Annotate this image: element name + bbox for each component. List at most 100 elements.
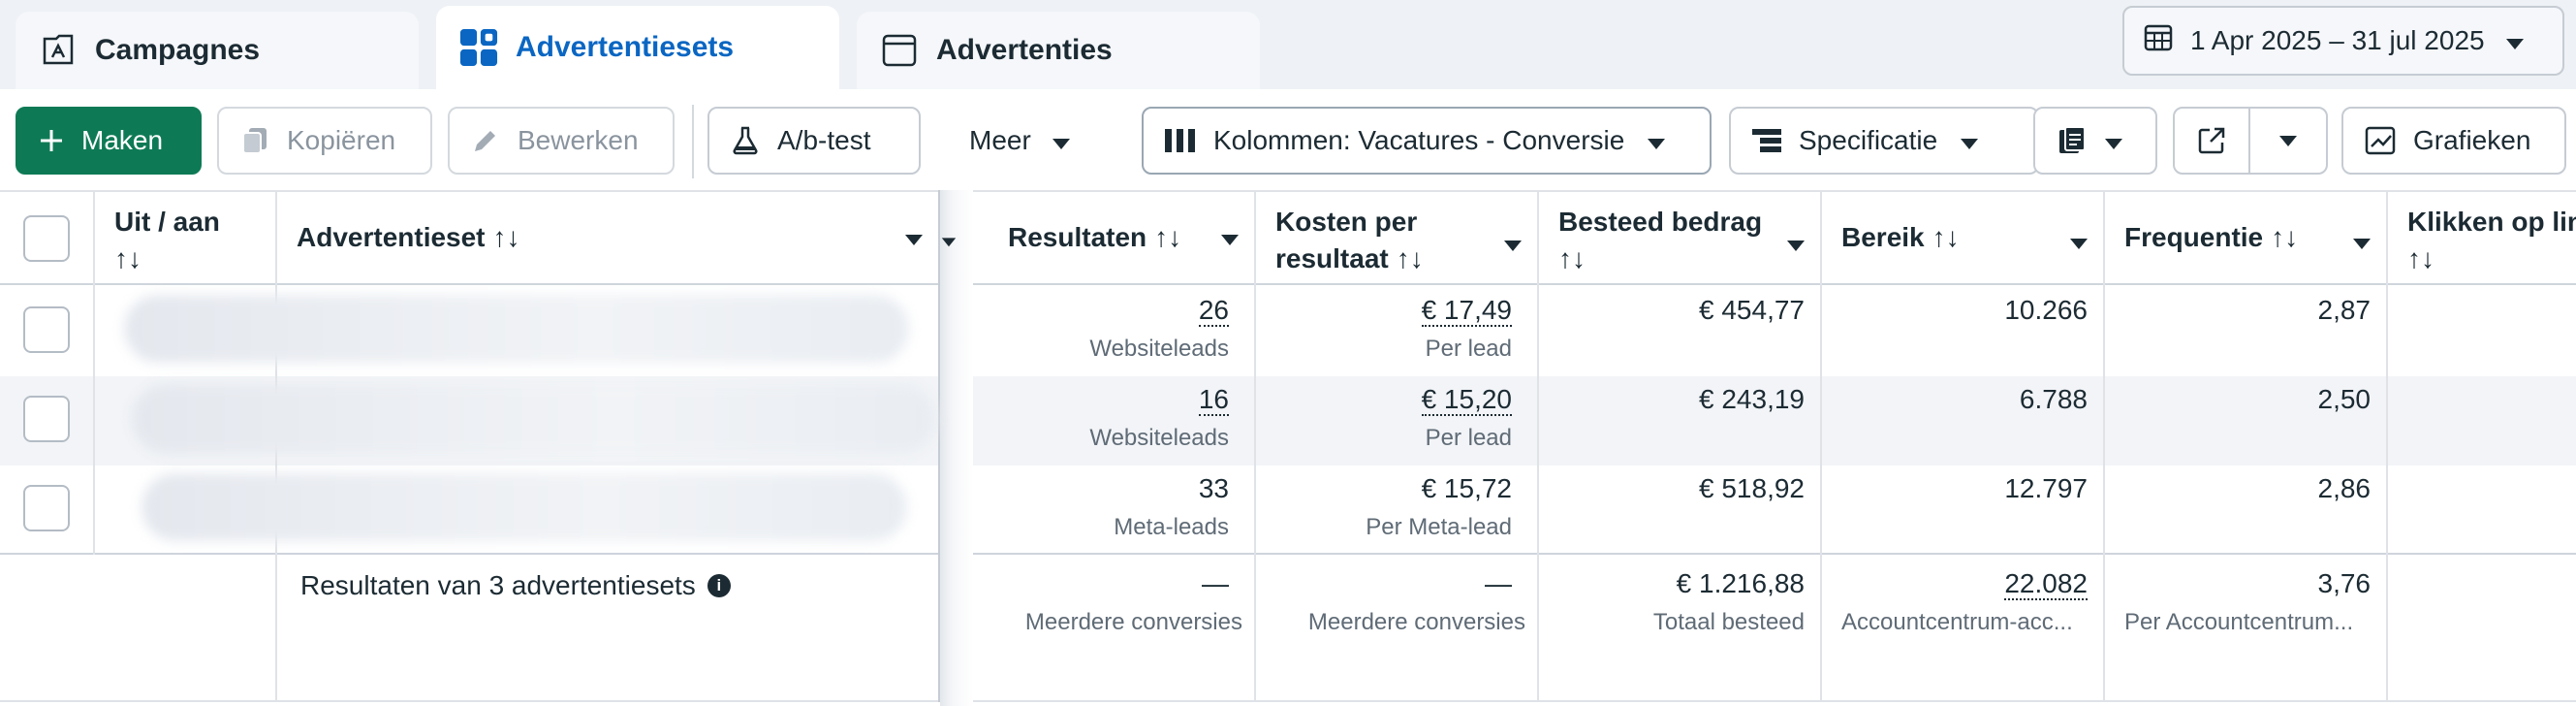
frequency-value: 2,87 [2317, 295, 2372, 325]
columns-dropdown-label: Kolommen: Vacatures - Conversie [1213, 125, 1625, 155]
chart-icon [2365, 126, 2396, 155]
cost-value: € 17,49 [1421, 295, 1512, 327]
tab-bar: Campagnes Advertentiesets Advertenties 1… [0, 0, 2576, 89]
select-all-checkbox[interactable] [23, 215, 70, 262]
copy-button[interactable]: Kopiëren [217, 107, 432, 175]
date-range-label: 1 Apr 2025 – 31 jul 2025 [2190, 25, 2485, 55]
export-icon[interactable] [2175, 109, 2250, 173]
ab-test-button[interactable]: A/b-test [707, 107, 921, 175]
column-header-spent[interactable]: Besteed bedrag ↑↓ [1558, 204, 1762, 277]
reach-value: 6.788 [2019, 384, 2088, 414]
toolbar: Maken Kopiëren Bewerken A/b-test Meer Ko… [0, 89, 2576, 190]
pencil-icon [471, 126, 500, 155]
frequency-value: 2,50 [2317, 384, 2372, 414]
copy-button-label: Kopiëren [287, 125, 396, 155]
column-menu-caret-icon[interactable] [941, 237, 957, 250]
chevron-down-icon [1648, 125, 1666, 156]
chevron-down-icon [2505, 25, 2524, 56]
reach-value: 10.266 [2004, 295, 2088, 325]
column-header-adset[interactable]: Advertentieset ↑↓ [297, 219, 520, 256]
tab-adsets[interactable]: Advertentiesets [436, 6, 839, 89]
tab-campaigns[interactable]: Campagnes [16, 12, 419, 89]
summary-cost: — [1485, 568, 1512, 598]
cost-type: Per lead [1425, 425, 1512, 451]
column-header-frequency[interactable]: Frequentie ↑↓ [2124, 219, 2298, 256]
cost-type: Per lead [1425, 336, 1512, 362]
column-menu-caret-icon[interactable] [1504, 239, 1522, 256]
summary-label-text: Resultaten van 3 advertentiesets [300, 570, 696, 600]
sort-icon: ↑↓ [2271, 222, 2299, 252]
summary-spent: € 1.216,88 [1676, 568, 1805, 598]
column-header-results[interactable]: Resultaten ↑↓ [1008, 219, 1181, 256]
results-type: Websiteleads [1089, 336, 1229, 362]
redacted-adset-name [124, 295, 909, 363]
ab-test-button-label: A/b-test [777, 125, 871, 155]
summary-cost-sub: Meerdere conversies [1307, 609, 1525, 635]
spent-value: € 243,19 [1699, 384, 1805, 414]
results-value: 16 [1198, 384, 1229, 416]
column-header-link-clicks[interactable]: Klikken op lin ↑↓ [2407, 204, 2576, 277]
divider [1537, 190, 1539, 702]
column-menu-caret-icon[interactable] [1221, 233, 1239, 250]
spent-value: € 518,92 [1699, 473, 1805, 503]
row-checkbox[interactable] [23, 306, 70, 353]
charts-button[interactable]: Grafieken [2341, 107, 2566, 175]
summary-spent-sub: Totaal besteed [1652, 609, 1805, 635]
chevron-down-icon [2105, 125, 2122, 156]
breakdown-icon [1752, 127, 1781, 154]
column-header-link-clicks-label: Klikken op lin [2407, 207, 2576, 237]
column-header-reach[interactable]: Bereik ↑↓ [1841, 219, 1960, 256]
frozen-column-shadow [940, 190, 973, 706]
column-menu-caret-icon[interactable] [2070, 237, 2088, 254]
more-button[interactable]: Meer [946, 107, 1084, 175]
divider [0, 553, 2576, 555]
column-header-results-label: Resultaten [1008, 222, 1147, 252]
column-header-toggle-label: Uit / aan [114, 207, 220, 237]
adsets-table: Uit / aan ↑↓ Advertentieset ↑↓ Resultate… [0, 190, 2576, 706]
columns-icon [1165, 127, 1196, 154]
column-menu-caret-icon[interactable] [905, 233, 923, 250]
divider [1254, 190, 1256, 702]
breakdown-dropdown[interactable]: Specificatie [1729, 107, 2039, 175]
divider [0, 700, 2576, 702]
charts-button-label: Grafieken [2413, 125, 2531, 155]
reports-dropdown[interactable] [2033, 107, 2157, 175]
divider [2386, 190, 2388, 702]
sort-icon: ↑↓ [1396, 243, 1424, 273]
column-header-cost-label: Kosten per [1275, 207, 1418, 237]
chevron-down-icon [1052, 125, 1070, 156]
column-menu-caret-icon[interactable] [1787, 239, 1805, 256]
divider [2103, 190, 2105, 702]
summary-results: — [1202, 568, 1229, 598]
export-button-group [2173, 107, 2328, 175]
redacted-adset-name [132, 384, 936, 454]
flask-icon [731, 126, 760, 155]
summary-reach: 22.082 [2004, 568, 2088, 600]
create-button[interactable]: Maken [16, 107, 202, 175]
summary-frequency-sub: Per Accountcentrum... [2124, 609, 2354, 635]
date-range-picker[interactable]: 1 Apr 2025 – 31 jul 2025 [2122, 6, 2564, 76]
frequency-value: 2,86 [2317, 473, 2372, 503]
cost-type: Per Meta-lead [1366, 514, 1512, 540]
divider [0, 283, 2576, 285]
results-value: 26 [1198, 295, 1229, 327]
columns-dropdown[interactable]: Kolommen: Vacatures - Conversie [1142, 107, 1712, 175]
column-header-toggle[interactable]: Uit / aan ↑↓ [114, 204, 220, 277]
results-type: Websiteleads [1089, 425, 1229, 451]
redacted-adset-name [141, 473, 907, 541]
column-header-adset-label: Advertentieset [297, 222, 486, 252]
edit-button[interactable]: Bewerken [448, 107, 675, 175]
tab-ads-label: Advertenties [936, 34, 1113, 66]
summary-reach-sub: Accountcentrum-acc... [1841, 609, 2073, 635]
divider [0, 190, 2576, 192]
column-menu-caret-icon[interactable] [2353, 237, 2371, 254]
row-checkbox[interactable] [23, 485, 70, 531]
column-header-cost-per-result[interactable]: Kosten per resultaat ↑↓ [1275, 204, 1424, 277]
info-icon[interactable]: i [707, 574, 731, 597]
row-checkbox[interactable] [23, 396, 70, 442]
tab-ads[interactable]: Advertenties [857, 12, 1260, 89]
summary-label: Resultaten van 3 advertentiesets i [300, 570, 731, 601]
column-header-cost-label-2: resultaat [1275, 243, 1389, 273]
tab-campaigns-label: Campagnes [95, 34, 261, 66]
chevron-down-icon[interactable] [2250, 109, 2326, 173]
